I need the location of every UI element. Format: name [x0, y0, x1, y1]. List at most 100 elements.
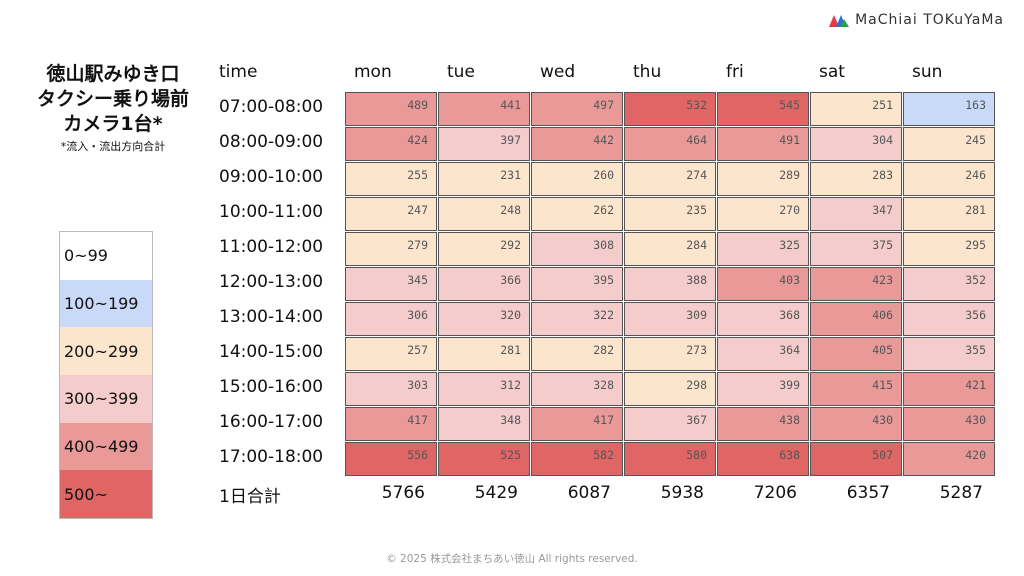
heatmap-cell: 638 [717, 442, 809, 476]
heatmap-cell: 423 [810, 267, 902, 301]
totals-label: 1日合計 [219, 487, 281, 507]
daily-total: 6357 [846, 483, 890, 503]
heatmap-cell: 395 [531, 267, 623, 301]
heatmap-cell: 420 [903, 442, 995, 476]
heatmap-cell: 417 [345, 407, 437, 441]
heatmap-cell: 284 [624, 232, 716, 266]
heatmap-cell: 308 [531, 232, 623, 266]
title-line-3: カメラ1台* [63, 113, 163, 135]
title-line-1: 徳山駅みゆき口 [46, 63, 180, 85]
legend-item: 400~499 [60, 422, 152, 471]
heatmap-cell: 525 [438, 442, 530, 476]
time-row-label: 07:00-08:00 [219, 97, 324, 117]
heatmap-cell: 292 [438, 232, 530, 266]
daily-total: 5429 [474, 483, 518, 503]
time-row-label: 14:00-15:00 [219, 342, 324, 362]
heatmap-cell: 255 [345, 162, 437, 196]
legend-item: 500~ [60, 470, 152, 519]
heatmap-cell: 348 [438, 407, 530, 441]
color-legend: 0~99 100~199 200~299 300~399 400~499 500~ [59, 231, 153, 520]
legend-item: 300~399 [60, 375, 152, 423]
heatmap-cell: 306 [345, 302, 437, 336]
heatmap-cell: 352 [903, 267, 995, 301]
heatmap-cell: 464 [624, 127, 716, 161]
daily-total: 5766 [381, 483, 425, 503]
heatmap-cell: 248 [438, 197, 530, 231]
day-header-fri: fri [726, 62, 744, 82]
heatmap-cell: 274 [624, 162, 716, 196]
heatmap-cell: 403 [717, 267, 809, 301]
heatmap-cell: 430 [810, 407, 902, 441]
heatmap-cell: 309 [624, 302, 716, 336]
day-header-thu: thu [633, 62, 662, 82]
heatmap-cell: 417 [531, 407, 623, 441]
time-row-label: 11:00-12:00 [219, 237, 324, 257]
day-header-mon: mon [354, 62, 392, 82]
heatmap-cell: 303 [345, 372, 437, 406]
legend-item: 100~199 [60, 279, 152, 328]
heatmap-cell: 367 [624, 407, 716, 441]
daily-total: 7206 [753, 483, 797, 503]
legend-item: 0~99 [60, 232, 152, 280]
day-header-tue: tue [447, 62, 475, 82]
heatmap-cell: 366 [438, 267, 530, 301]
heatmap-cell: 582 [531, 442, 623, 476]
logo-mark-icon [829, 15, 850, 27]
day-header-sat: sat [819, 62, 845, 82]
heatmap-cell: 532 [624, 92, 716, 126]
heatmap-cell: 442 [531, 127, 623, 161]
heatmap-cell: 281 [903, 197, 995, 231]
logo-text: MaChiai TOKuYaMa [855, 12, 1004, 28]
chart-title-block: 徳山駅みゆき口 タクシー乗り場前 カメラ1台* *流入・流出方向合計 [18, 62, 208, 155]
heatmap-cell: 364 [717, 337, 809, 371]
heatmap-cell: 231 [438, 162, 530, 196]
heatmap-cell: 406 [810, 302, 902, 336]
heatmap-cell: 325 [717, 232, 809, 266]
daily-total: 6087 [567, 483, 611, 503]
heatmap-cell: 322 [531, 302, 623, 336]
heatmap-cell: 580 [624, 442, 716, 476]
time-row-label: 17:00-18:00 [219, 447, 324, 467]
heatmap-cell: 270 [717, 197, 809, 231]
heatmap-cell: 405 [810, 337, 902, 371]
heatmap-cell: 421 [903, 372, 995, 406]
time-row-label: 16:00-17:00 [219, 412, 324, 432]
heatmap-cell: 424 [345, 127, 437, 161]
heatmap-cell: 257 [345, 337, 437, 371]
heatmap-cell: 556 [345, 442, 437, 476]
company-logo: MaChiai TOKuYaMa [829, 12, 1004, 28]
time-row-label: 10:00-11:00 [219, 202, 324, 222]
daily-total: 5287 [939, 483, 983, 503]
heatmap-cell: 399 [717, 372, 809, 406]
time-row-label: 15:00-16:00 [219, 377, 324, 397]
heatmap-cell: 260 [531, 162, 623, 196]
heatmap-cell: 415 [810, 372, 902, 406]
heatmap-cell: 489 [345, 92, 437, 126]
title-note: *流入・流出方向合計 [60, 140, 166, 153]
heatmap-cell: 345 [345, 267, 437, 301]
heatmap-cell: 273 [624, 337, 716, 371]
heatmap-cell: 304 [810, 127, 902, 161]
time-column-header: time [219, 62, 258, 82]
heatmap-cell: 235 [624, 197, 716, 231]
heatmap-cell: 430 [903, 407, 995, 441]
heatmap-cell: 247 [345, 197, 437, 231]
heatmap-cell: 262 [531, 197, 623, 231]
heatmap-cell: 507 [810, 442, 902, 476]
heatmap-cell: 163 [903, 92, 995, 126]
heatmap-cell: 397 [438, 127, 530, 161]
heatmap-cell: 320 [438, 302, 530, 336]
heatmap-cell: 491 [717, 127, 809, 161]
heatmap-cell: 356 [903, 302, 995, 336]
heatmap-cell: 312 [438, 372, 530, 406]
copyright-footer: © 2025 株式会社まちあい徳山 All rights reserved. [386, 553, 638, 565]
time-row-label: 12:00-13:00 [219, 272, 324, 292]
heatmap-cell: 355 [903, 337, 995, 371]
heatmap-cell: 295 [903, 232, 995, 266]
heatmap-cell: 388 [624, 267, 716, 301]
heatmap-cell: 545 [717, 92, 809, 126]
heatmap-cell: 246 [903, 162, 995, 196]
heatmap-cell: 251 [810, 92, 902, 126]
heatmap-cell: 279 [345, 232, 437, 266]
heatmap-cell: 347 [810, 197, 902, 231]
